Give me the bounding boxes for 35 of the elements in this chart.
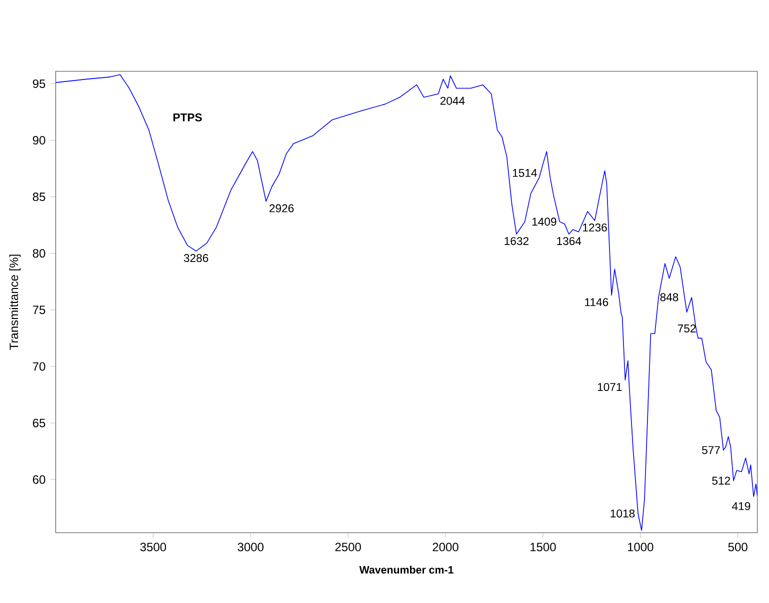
x-tick-label: 1500 [530,542,556,552]
x-tick-label: 1000 [628,542,654,552]
annotation: 1364 [557,237,582,246]
x-tick-label: 500 [728,542,748,552]
y-tick-label: 80 [32,249,46,258]
y-axis-title: Transmittance [%] [9,254,21,350]
x-axis-title: Wavenumber cm-1 [359,566,454,574]
y-tick-label: 70 [32,362,46,371]
y-tick-label: 65 [32,418,46,428]
annotation: 512 [712,476,730,485]
annotation: 1236 [583,224,607,232]
y-tick-label: 95 [32,79,46,88]
text: PTPS [173,113,202,122]
y-tick-label: 90 [32,136,46,145]
annotation: 419 [732,502,750,510]
x-tick-label: 2000 [432,542,458,552]
y-tick-label: 60 [32,475,46,484]
annotation: 848 [660,293,678,302]
y-tick-label: 85 [32,192,46,202]
line-series [55,74,758,531]
x-tick-label: 2500 [335,542,361,552]
annotation: 1146 [585,298,608,306]
annotation: 577 [702,446,720,454]
annotation: 752 [678,324,696,332]
y-tick-label: 75 [32,306,46,314]
annotation: 1514 [512,168,537,177]
x-tick-label: 3500 [140,542,166,552]
x-tick-label: 3000 [238,542,264,552]
annotation: 2044 [440,96,465,105]
annotation: 1018 [610,509,635,518]
annotation: 2926 [270,204,294,212]
annotation: 1071 [598,382,622,391]
annotation: 3286 [184,254,208,262]
annotation: 1409 [532,218,556,226]
annotation: 1632 [504,237,528,246]
